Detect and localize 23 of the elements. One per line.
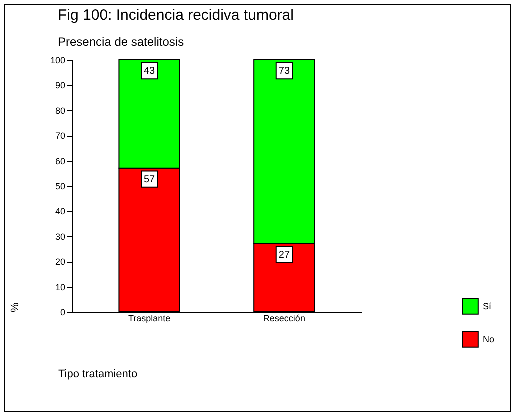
chart-subtitle: Presencia de satelitosis [58, 35, 184, 49]
y-tick-label: 0 [60, 308, 66, 318]
y-tick-label: 10 [55, 282, 66, 292]
legend-label: Sí [483, 302, 492, 312]
y-tick-label: 60 [55, 156, 66, 166]
y-tick-label: 30 [55, 232, 66, 242]
y-tick-label: 20 [55, 257, 66, 268]
y-tick-label: 40 [55, 206, 66, 217]
data-label: 57 [144, 174, 156, 186]
y-tick-label: 100 [50, 56, 66, 66]
chart-title: Fig 100: Incidencia recidiva tumoral [58, 7, 294, 24]
y-tick-label: 50 [55, 182, 66, 192]
x-tick-label: Resección [263, 314, 306, 324]
data-label: 73 [278, 66, 290, 77]
y-axis-title: % [9, 302, 22, 312]
data-label: 43 [144, 66, 156, 77]
data-label: 27 [278, 250, 290, 261]
y-tick-label: 80 [55, 106, 66, 116]
legend-label: No [483, 334, 495, 344]
x-tick-label: Trasplante [128, 314, 171, 324]
x-axis-title: Tipo tratamiento [58, 368, 138, 380]
y-tick-label: 90 [55, 80, 66, 91]
y-tick-label: 70 [55, 131, 66, 142]
